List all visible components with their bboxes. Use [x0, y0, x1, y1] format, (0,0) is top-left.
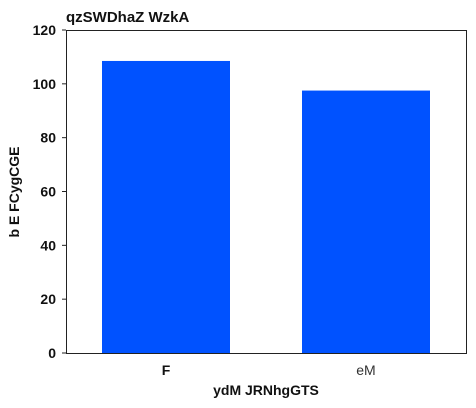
plot-frame: [66, 30, 467, 354]
x-tick-label: eM: [356, 362, 375, 378]
chart-title: qzSWDhaZ WzkA: [66, 9, 189, 26]
plot-area: 0 20 40 60 80 100 120 F eM: [33, 22, 430, 378]
y-tick-label: 120: [33, 22, 57, 38]
y-tick-label: 60: [40, 184, 56, 200]
y-tick-label: 100: [33, 76, 57, 92]
y-tick-label: 20: [40, 291, 56, 307]
x-axis-label: ydM JRNhgGTS: [213, 382, 319, 398]
y-tick-label: 80: [40, 130, 56, 146]
y-tick-label: 0: [48, 345, 56, 361]
y-tick-label: 40: [40, 237, 56, 253]
x-tick-label: F: [162, 362, 171, 378]
y-axis-label: b E FCygCGE: [6, 146, 22, 237]
bar-F: [102, 60, 230, 354]
bar-eM: [302, 90, 430, 353]
